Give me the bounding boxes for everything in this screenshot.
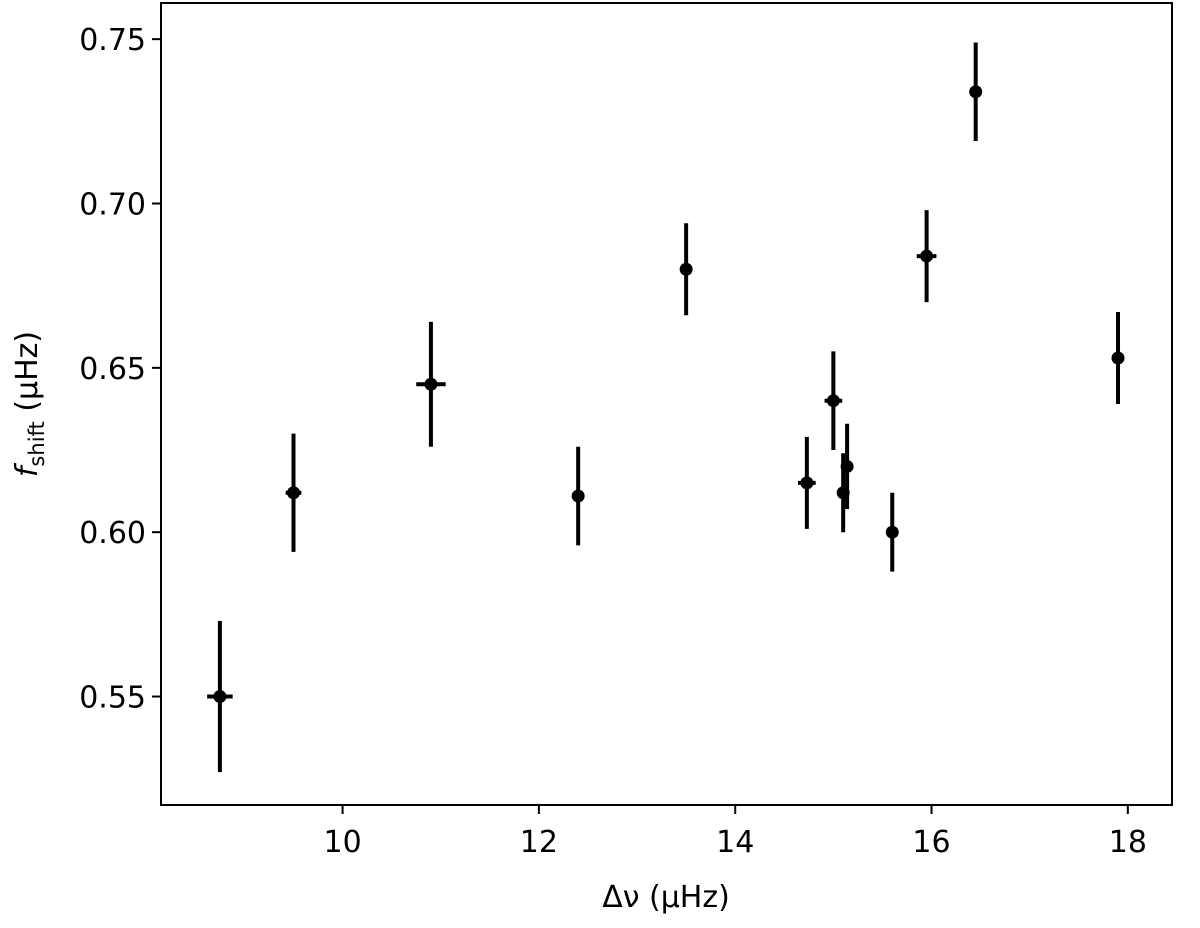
x-tick-label: 18 [1109,825,1147,860]
point-marker [213,690,227,704]
y-axis: 0.55 0.60 0.65 0.70 0.75 [79,23,161,716]
point-marker [885,525,899,539]
y-axis-label-unit: (μHz) [10,331,45,421]
data-point [840,423,854,510]
data-point [969,42,983,142]
point-marker [840,459,854,473]
x-tick-label: 14 [716,825,754,860]
data-point [571,446,585,546]
data-point [1111,311,1125,404]
data-point [416,321,446,447]
data-point [798,436,816,529]
point-marker [920,249,934,263]
y-axis-label: fshift (μHz) [10,331,49,477]
y-tick-label: 0.75 [79,23,146,58]
point-marker [287,486,301,500]
point-marker [424,377,438,391]
plot-frame [160,2,1173,806]
data-marks [207,42,1125,773]
x-tick-label: 10 [323,825,361,860]
data-point [679,223,693,316]
y-tick-label: 0.55 [79,681,146,716]
point-marker [969,85,983,99]
y-tick-label: 0.65 [79,352,146,387]
point-marker [571,489,585,503]
y-tick-label: 0.60 [79,516,146,551]
y-tick-label: 0.70 [79,188,146,223]
data-point [824,351,843,451]
x-tick-label: 16 [912,825,950,860]
data-point [207,620,233,773]
x-tick-label: 12 [520,825,558,860]
x-axis-label: Δν (μHz) [602,880,730,915]
point-marker [1111,351,1125,365]
x-axis: 10 12 14 16 18 [323,805,1147,860]
data-point [285,433,302,552]
point-marker [826,394,840,408]
data-point [885,492,899,572]
y-axis-label-subscript: shift [25,421,49,466]
data-point [916,210,937,303]
point-marker [800,476,814,490]
point-marker [679,262,693,276]
